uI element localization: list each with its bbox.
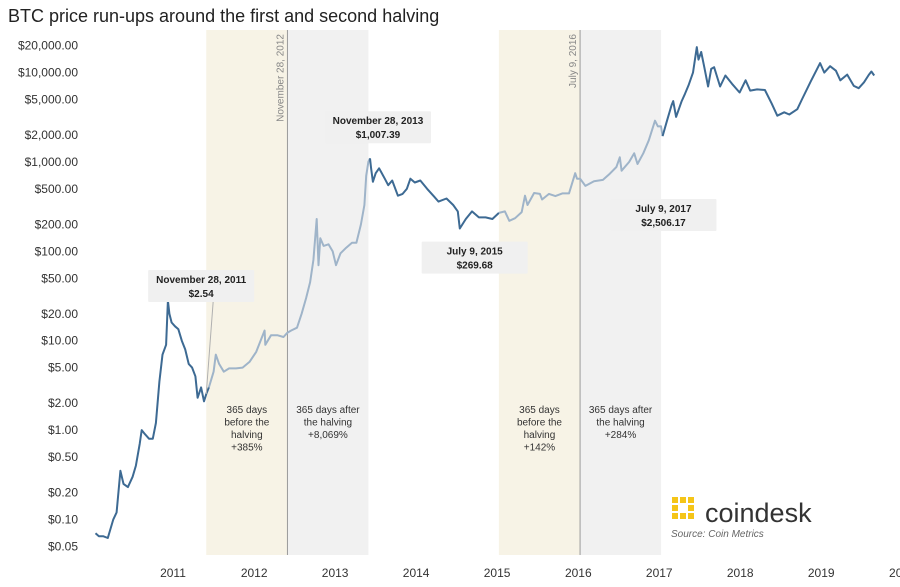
annotation-value: $2.54 [189, 289, 214, 300]
x-tick-label: 2020 [889, 566, 900, 580]
y-tick-label: $10,000.00 [18, 66, 78, 80]
annotation-box [421, 241, 528, 274]
price-line [661, 46, 876, 137]
x-tick-label: 2017 [646, 566, 673, 580]
logo-dot [688, 505, 694, 511]
logo-dot [672, 513, 678, 519]
annotation-date: November 28, 2011 [156, 275, 246, 286]
coindesk-logo: coindesk [672, 497, 812, 528]
band-label: halving [231, 430, 263, 441]
annotation-value: $1,007.39 [356, 130, 401, 141]
halving-line-label: July 9, 2016 [568, 34, 579, 88]
annotation-date: July 9, 2015 [447, 247, 504, 258]
y-tick-label: $0.05 [48, 539, 78, 553]
y-tick-label: $0.10 [48, 512, 78, 526]
y-tick-label: $0.50 [48, 450, 78, 464]
annotations: November 28, 2011 $2.54 November 28, 2013 $… [148, 111, 717, 394]
band-label: halving [524, 430, 556, 441]
y-tick-label: $5,000.00 [25, 93, 79, 107]
y-tick-label: $10.00 [41, 334, 78, 348]
shaded-region [580, 30, 662, 555]
logo-dot [688, 497, 694, 503]
price-series [94, 46, 876, 539]
y-tick-label: $2.00 [48, 396, 78, 410]
band-label: 365 days after [589, 405, 653, 416]
y-tick-label: $5.00 [48, 361, 78, 375]
band-label: before the [224, 418, 269, 429]
price-line-halving-window [207, 157, 371, 388]
y-tick-label: $1.00 [48, 423, 78, 437]
x-tick-label: 2018 [727, 566, 754, 580]
halving-line-label: November 28, 2012 [275, 34, 286, 122]
band-label: before the [517, 418, 562, 429]
y-tick-label: $20.00 [41, 307, 78, 321]
y-tick-label: $0.20 [48, 486, 78, 500]
annotation-value: $2,506.17 [641, 218, 686, 229]
x-tick-label: 2013 [322, 566, 349, 580]
logo-dot [680, 513, 686, 519]
x-tick-label: 2015 [484, 566, 511, 580]
annotation-box [324, 111, 431, 144]
logo-dot [680, 497, 686, 503]
y-tick-label: $200.00 [35, 217, 79, 231]
price-line [369, 158, 500, 230]
y-tick-label: $20,000.00 [18, 39, 78, 53]
band-label: +284% [605, 430, 637, 441]
annotation-value: $269.68 [457, 261, 494, 272]
y-tick-label: $100.00 [35, 244, 79, 258]
y-axis: $0.05 $0.10 $0.20 $0.50 $1.00 $2.00 $5.00 $10.0… [18, 39, 78, 554]
annotation-date: July 9, 2017 [635, 204, 692, 215]
x-tick-label: 2011 [160, 566, 186, 580]
y-tick-label: $2,000.00 [25, 128, 79, 142]
logo-dot [688, 513, 694, 519]
band-label: 365 days [519, 405, 560, 416]
annotation-date: November 28, 2013 [333, 116, 424, 127]
x-axis: 2011 2012 2013 2014 2015 2016 2017 2018 2019 2020 [160, 566, 900, 580]
band-label: the halving [596, 418, 644, 429]
y-tick-label: $50.00 [41, 271, 78, 285]
logo-text: coindesk [705, 498, 812, 528]
band-label: +8,069% [308, 430, 348, 441]
band-label: 365 days after [296, 405, 360, 416]
band-label: 365 days [227, 405, 268, 416]
chart-title: BTC price run-ups around the first and s… [8, 6, 439, 26]
annotation-box [148, 269, 255, 302]
price-line-halving-window [498, 119, 664, 222]
halving-lines: November 28, 2012 July 9, 2016 [275, 30, 581, 555]
x-tick-label: 2019 [808, 566, 835, 580]
source-note: Source: Coin Metrics [671, 529, 764, 540]
price-line [94, 299, 210, 539]
annotation-leader [205, 301, 214, 394]
band-label: +385% [231, 443, 263, 454]
shaded-region [287, 30, 369, 555]
band-label: the halving [304, 418, 352, 429]
y-tick-label: $1,000.00 [25, 155, 79, 169]
y-tick-label: $500.00 [35, 182, 79, 196]
logo-dot [672, 505, 678, 511]
x-tick-label: 2012 [241, 566, 268, 580]
coindesk-logo-icon [672, 497, 694, 519]
annotation-box [610, 199, 717, 232]
shaded-region [498, 30, 581, 555]
logo-dot [672, 497, 678, 503]
x-tick-label: 2014 [403, 566, 430, 580]
x-tick-label: 2016 [565, 566, 592, 580]
band-label: +142% [524, 443, 556, 454]
